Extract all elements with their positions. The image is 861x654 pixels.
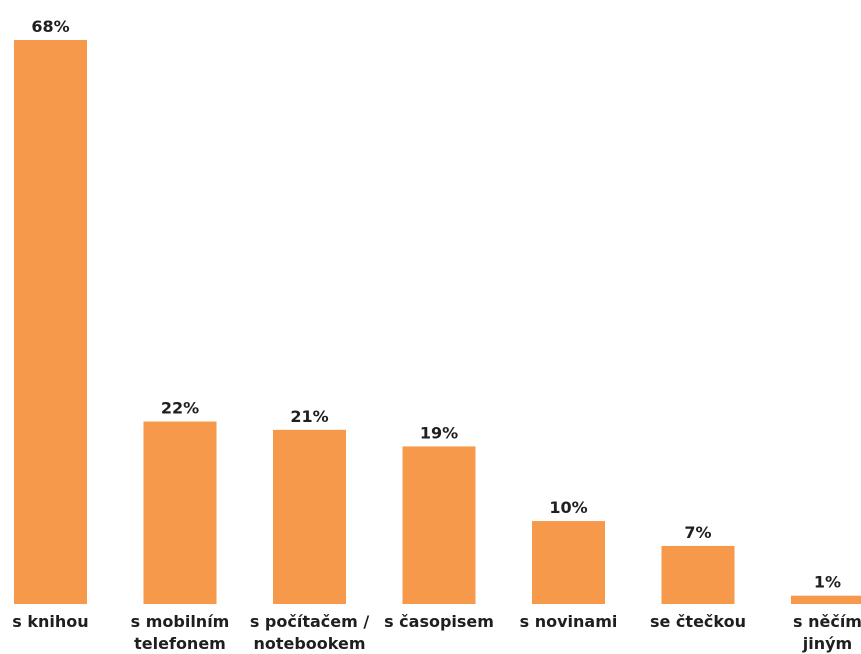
- bar: [273, 429, 346, 604]
- category-label-line: s novinami: [520, 612, 618, 631]
- bar-value-label: 68%: [31, 17, 69, 36]
- category-label: s novinami: [520, 612, 618, 631]
- bar: [791, 595, 861, 604]
- value-labels-group: 68% 22% 21% 19% 10% 7% 1%: [31, 17, 841, 592]
- bar-value-label: 1%: [814, 573, 841, 592]
- bar: [532, 521, 605, 604]
- bar: [402, 446, 476, 604]
- bars-group: [14, 40, 861, 604]
- category-label-line: s časopisem: [384, 612, 494, 631]
- bar-value-label: 19%: [420, 423, 458, 442]
- category-label: s časopisem: [384, 612, 494, 631]
- category-label: s mobilním telefonem: [131, 612, 230, 653]
- bar-value-label: 7%: [684, 523, 711, 542]
- category-label-line: s počítačem /: [250, 612, 370, 631]
- bar: [661, 545, 735, 604]
- category-label-line: s mobilním: [131, 612, 230, 631]
- category-label: s knihou: [12, 612, 88, 631]
- category-label: s něčím jiným: [793, 612, 861, 653]
- category-label: s počítačem / notebookem: [250, 612, 370, 653]
- category-label-line: jiným: [802, 634, 852, 653]
- category-labels-group: s knihou s mobilním telefonem s počítačem /…: [12, 612, 861, 653]
- category-label-line: s knihou: [12, 612, 88, 631]
- category-label-line: se čtečkou: [650, 612, 746, 631]
- category-label-line: notebookem: [253, 634, 365, 653]
- category-label: se čtečkou: [650, 612, 746, 631]
- bar-value-label: 10%: [549, 498, 587, 517]
- bar: [14, 40, 87, 604]
- bar-value-label: 21%: [290, 407, 328, 426]
- category-label-line: telefonem: [134, 634, 226, 653]
- bar: [143, 421, 217, 604]
- category-label-line: s něčím: [793, 612, 861, 631]
- bar-value-label: 22%: [161, 399, 199, 418]
